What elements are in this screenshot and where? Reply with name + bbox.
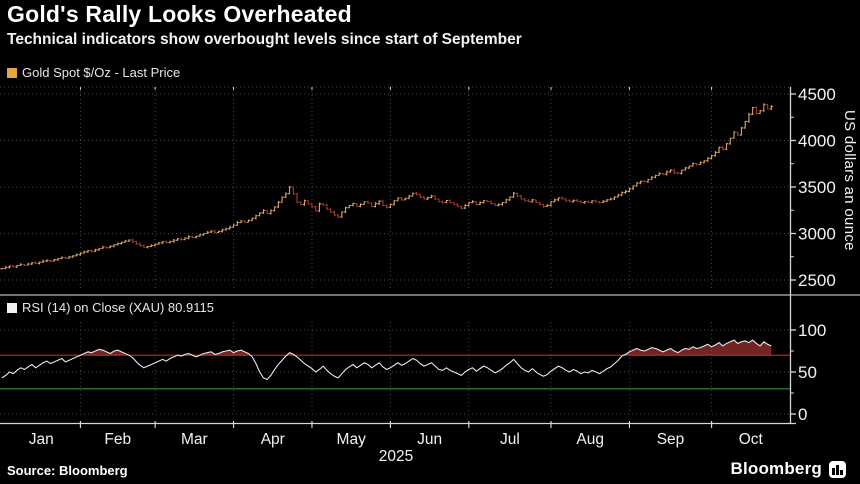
month-label: Jan — [29, 431, 54, 448]
rsi-legend-swatch-icon — [7, 302, 17, 313]
price-axis-title: US dollars an ounce — [841, 110, 858, 251]
price-tick-label: 2500 — [798, 271, 836, 290]
price-legend-swatch-icon — [7, 67, 17, 78]
year-label: 2025 — [379, 448, 413, 465]
month-label: Sep — [657, 431, 685, 448]
page-title: Gold's Rally Looks Overheated — [7, 1, 352, 27]
price-tick-label: 3000 — [798, 225, 836, 244]
month-label: Aug — [576, 431, 604, 448]
rsi-tick-label: 0 — [798, 405, 807, 424]
page-subtitle: Technical indicators show overbought lev… — [7, 31, 522, 48]
price-bars-up — [0, 103, 773, 270]
rsi-tick-label: 100 — [798, 321, 826, 340]
bloomberg-chart-bubble-icon — [829, 460, 846, 478]
month-label: Jul — [500, 431, 520, 448]
rsi-fill-segment — [625, 340, 772, 356]
price-bars-down — [11, 103, 770, 268]
month-label: Apr — [261, 431, 285, 448]
month-label: Jun — [417, 431, 442, 448]
price-legend-label: Gold Spot $/Oz - Last Price — [22, 65, 181, 80]
rsi-legend-label: RSI (14) on Close (XAU) 80.9115 — [22, 300, 214, 315]
month-label: Oct — [739, 431, 764, 448]
bloomberg-logo: Bloomberg — [730, 459, 846, 479]
price-legend: Gold Spot $/Oz - Last Price — [7, 65, 180, 80]
price-tick-label: 3500 — [798, 178, 836, 197]
month-label: Mar — [181, 431, 208, 448]
rsi-overbought-fill — [84, 340, 772, 356]
rsi-line-series — [1, 339, 772, 381]
price-tick-label: 4000 — [798, 132, 836, 151]
source-attribution: Source: Bloomberg — [7, 463, 128, 478]
gridlines — [0, 86, 790, 415]
panel-divider — [0, 294, 860, 296]
rsi-legend: RSI (14) on Close (XAU) 80.9115 — [7, 300, 214, 315]
axes: 2500 3000 3500 4000 4500 0 50 100 Jan Feb Mar Apr Ma… — [0, 85, 836, 465]
price-tick-label: 4500 — [798, 85, 836, 104]
month-label: Feb — [104, 431, 131, 448]
rsi-tick-label: 50 — [798, 363, 817, 382]
bloomberg-wordmark: Bloomberg — [730, 459, 822, 478]
month-label: May — [337, 431, 367, 448]
